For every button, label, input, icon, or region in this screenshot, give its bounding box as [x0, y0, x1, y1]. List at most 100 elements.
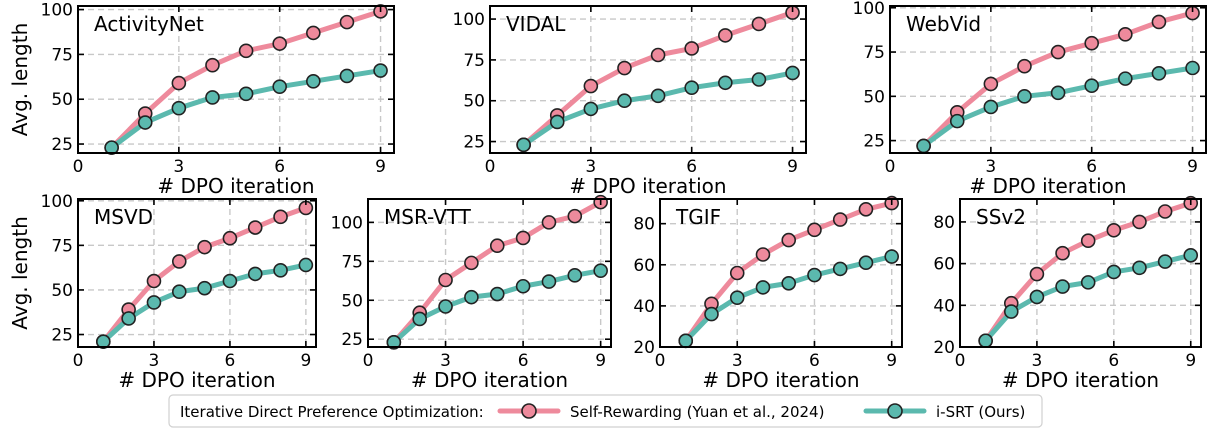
data-point-isrt [1106, 264, 1122, 280]
y-axis-title: Avg. length [8, 216, 32, 330]
data-point-self-rewarding [781, 232, 797, 248]
data-point-isrt [1084, 78, 1100, 93]
data-point-isrt [464, 289, 479, 305]
y-tick-label: 100 [41, 1, 73, 21]
data-point-self-rewarding [650, 47, 666, 63]
data-point-self-rewarding [1084, 35, 1100, 51]
plot-frame [959, 198, 1202, 348]
data-point-isrt [1185, 60, 1200, 76]
data-point-isrt [1151, 66, 1167, 81]
data-point-isrt [678, 333, 694, 349]
data-point-self-rewarding [684, 41, 700, 56]
x-tick-label: 0 [363, 351, 374, 371]
y-tick-label: 20 [933, 338, 955, 358]
data-point-isrt [751, 72, 767, 87]
plot-frame [659, 198, 903, 348]
legend-title: Iterative Direct Preference Optimization… [180, 403, 484, 421]
data-point-isrt [386, 335, 402, 350]
x-axis-title: # DPO iteration [118, 368, 275, 392]
x-tick-label: 6 [518, 351, 529, 371]
x-axis-title: # DPO iteration [702, 368, 859, 392]
data-point-self-rewarding [339, 14, 355, 30]
panel-title: WebVid [906, 12, 981, 36]
data-point-self-rewarding [755, 247, 771, 262]
data-point-isrt [146, 295, 162, 310]
data-point-isrt [1029, 289, 1045, 305]
data-point-self-rewarding [272, 36, 288, 51]
data-point-isrt [832, 261, 848, 277]
data-point-isrt [583, 101, 599, 117]
data-point-isrt [205, 90, 220, 105]
data-point-self-rewarding [1050, 44, 1066, 60]
x-axis-title: # DPO iteration [1002, 368, 1159, 392]
data-point-isrt [247, 266, 263, 282]
x-tick-label: 3 [149, 351, 160, 371]
data-point-isrt [121, 311, 136, 326]
plot-frame [77, 198, 317, 348]
data-point-isrt [718, 75, 733, 91]
panel-title: MSR-VTT [384, 205, 472, 229]
data-point-isrt [567, 268, 583, 283]
x-tick-label: 3 [173, 157, 184, 177]
panel-msvd: 0 3 6 9 25 50 75 100 MSVD # DPO iteration Avg. len… [8, 192, 317, 392]
data-point-self-rewarding [858, 201, 874, 217]
panel-title: TGIF [675, 205, 721, 229]
data-point-isrt [684, 80, 700, 95]
x-tick-label: 9 [595, 351, 606, 371]
data-point-isrt [1183, 247, 1199, 263]
data-point-self-rewarding [729, 265, 745, 281]
data-point-self-rewarding [146, 273, 162, 289]
data-point-self-rewarding [1055, 245, 1070, 261]
x-tick-label: 0 [655, 351, 666, 371]
data-point-isrt [489, 286, 505, 302]
data-point-self-rewarding [171, 254, 187, 269]
data-point-isrt [222, 273, 238, 289]
x-tick-label: 0 [73, 157, 84, 177]
x-tick-label: 0 [485, 157, 496, 177]
data-point-isrt [1132, 260, 1147, 276]
data-point-self-rewarding [832, 212, 848, 227]
data-point-isrt [373, 63, 388, 78]
x-axis-title: # DPO iteration [969, 174, 1126, 198]
data-point-self-rewarding [1029, 266, 1045, 282]
legend-swatch-marker-self-rewarding [521, 403, 537, 419]
y-tick-label: 50 [341, 291, 363, 311]
data-point-isrt [978, 333, 993, 349]
data-point-self-rewarding [205, 57, 220, 73]
panel-title: SSv2 [976, 205, 1026, 229]
x-tick-label: 3 [440, 351, 451, 371]
data-point-isrt [339, 68, 355, 84]
x-tick-label: 6 [1086, 157, 1097, 177]
data-point-isrt [1055, 279, 1070, 294]
data-point-isrt [549, 114, 565, 130]
x-tick-label: 3 [732, 351, 743, 371]
x-axis-title: # DPO iteration [157, 174, 314, 198]
data-point-self-rewarding [1080, 233, 1096, 248]
plot-frame [889, 5, 1207, 154]
data-point-isrt [438, 299, 453, 314]
legend: Iterative Direct Preference Optimization… [168, 394, 1043, 428]
data-point-isrt [1050, 85, 1066, 101]
data-point-self-rewarding [197, 239, 212, 255]
data-point-isrt [884, 249, 900, 264]
data-point-isrt [729, 290, 745, 305]
data-point-isrt [1017, 89, 1032, 104]
y-tick-label: 100 [331, 213, 363, 233]
data-point-isrt [617, 93, 632, 109]
data-point-isrt [983, 99, 999, 115]
y-tick-label: 80 [633, 215, 655, 235]
data-point-self-rewarding [583, 78, 599, 94]
data-point-self-rewarding [273, 209, 288, 225]
x-tick-label: 3 [985, 157, 996, 177]
data-point-self-rewarding [306, 25, 321, 41]
y-tick-label: 60 [633, 256, 655, 276]
y-tick-label: 100 [453, 10, 485, 30]
plot-frame [367, 198, 612, 348]
data-point-isrt [541, 274, 557, 289]
data-point-isrt [593, 263, 608, 278]
data-point-self-rewarding [171, 75, 187, 91]
data-point-self-rewarding [1118, 27, 1133, 42]
y-tick-label: 25 [51, 326, 73, 346]
data-point-isrt [171, 100, 187, 116]
data-point-self-rewarding [238, 43, 254, 59]
